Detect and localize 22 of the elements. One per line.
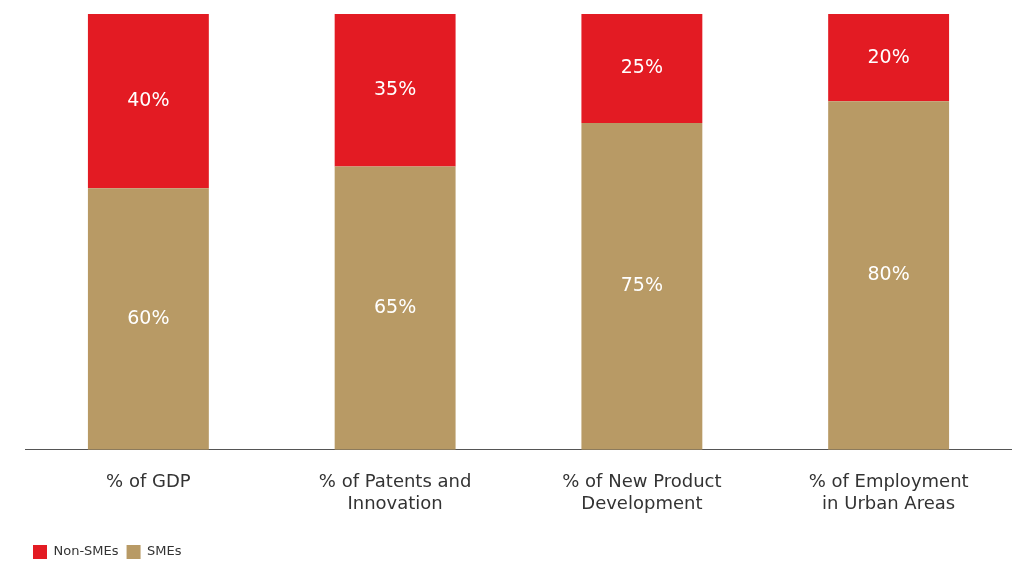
data-label: 75% bbox=[620, 273, 663, 296]
data-label: 40% bbox=[127, 88, 170, 111]
bar bbox=[334, 14, 456, 167]
bar bbox=[87, 14, 209, 189]
data-label: 20% bbox=[867, 44, 910, 67]
x-tick-label: % of Employment in Urban Areas bbox=[808, 470, 969, 513]
legend-label: Non-SMEs bbox=[53, 543, 119, 559]
bar bbox=[581, 14, 703, 123]
x-tick-label: % of New Product Development bbox=[562, 470, 722, 513]
bar bbox=[87, 188, 209, 450]
data-label: 25% bbox=[620, 55, 663, 78]
x-tick-label: % of GDP bbox=[106, 470, 191, 492]
data-label: 35% bbox=[374, 77, 417, 100]
data-label: 80% bbox=[867, 262, 910, 285]
x-tick-label: % of Patents and Innovation bbox=[318, 470, 472, 513]
legend-label: SMEs bbox=[147, 543, 182, 559]
bar bbox=[581, 122, 703, 450]
bar bbox=[828, 14, 950, 102]
bar bbox=[828, 101, 950, 450]
data-label: 65% bbox=[374, 295, 417, 318]
data-label: 60% bbox=[127, 306, 170, 328]
bar bbox=[334, 166, 456, 450]
